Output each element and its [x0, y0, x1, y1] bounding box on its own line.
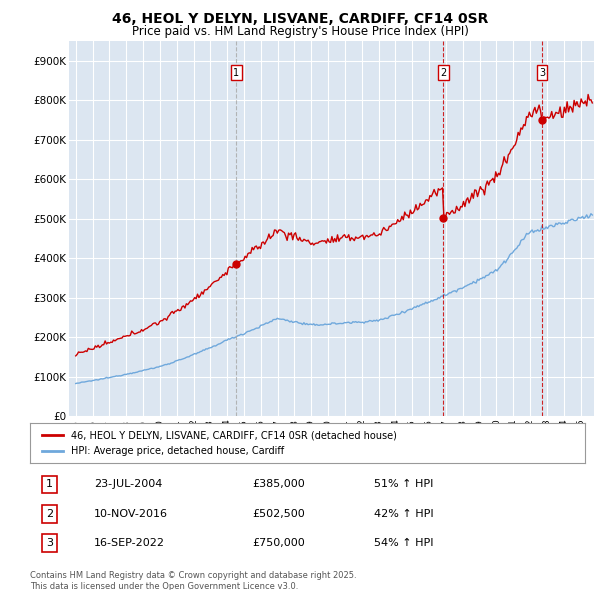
- Text: Price paid vs. HM Land Registry's House Price Index (HPI): Price paid vs. HM Land Registry's House …: [131, 25, 469, 38]
- Text: £385,000: £385,000: [252, 480, 305, 489]
- Legend: 46, HEOL Y DELYN, LISVANE, CARDIFF, CF14 0SR (detached house), HPI: Average pric: 46, HEOL Y DELYN, LISVANE, CARDIFF, CF14…: [38, 427, 400, 460]
- Text: 3: 3: [539, 68, 545, 78]
- Text: 16-SEP-2022: 16-SEP-2022: [94, 538, 165, 548]
- Text: 46, HEOL Y DELYN, LISVANE, CARDIFF, CF14 0SR: 46, HEOL Y DELYN, LISVANE, CARDIFF, CF14…: [112, 12, 488, 26]
- Text: 1: 1: [233, 68, 239, 78]
- Text: 1: 1: [46, 480, 53, 489]
- Text: 3: 3: [46, 538, 53, 548]
- Text: 2: 2: [440, 68, 446, 78]
- Text: Contains HM Land Registry data © Crown copyright and database right 2025.
This d: Contains HM Land Registry data © Crown c…: [30, 571, 356, 590]
- Text: 51% ↑ HPI: 51% ↑ HPI: [374, 480, 433, 489]
- Text: 23-JUL-2004: 23-JUL-2004: [94, 480, 162, 489]
- Text: 10-NOV-2016: 10-NOV-2016: [94, 509, 168, 519]
- Text: 2: 2: [46, 509, 53, 519]
- Text: 42% ↑ HPI: 42% ↑ HPI: [374, 509, 434, 519]
- Text: £502,500: £502,500: [252, 509, 305, 519]
- Text: £750,000: £750,000: [252, 538, 305, 548]
- Text: 54% ↑ HPI: 54% ↑ HPI: [374, 538, 434, 548]
